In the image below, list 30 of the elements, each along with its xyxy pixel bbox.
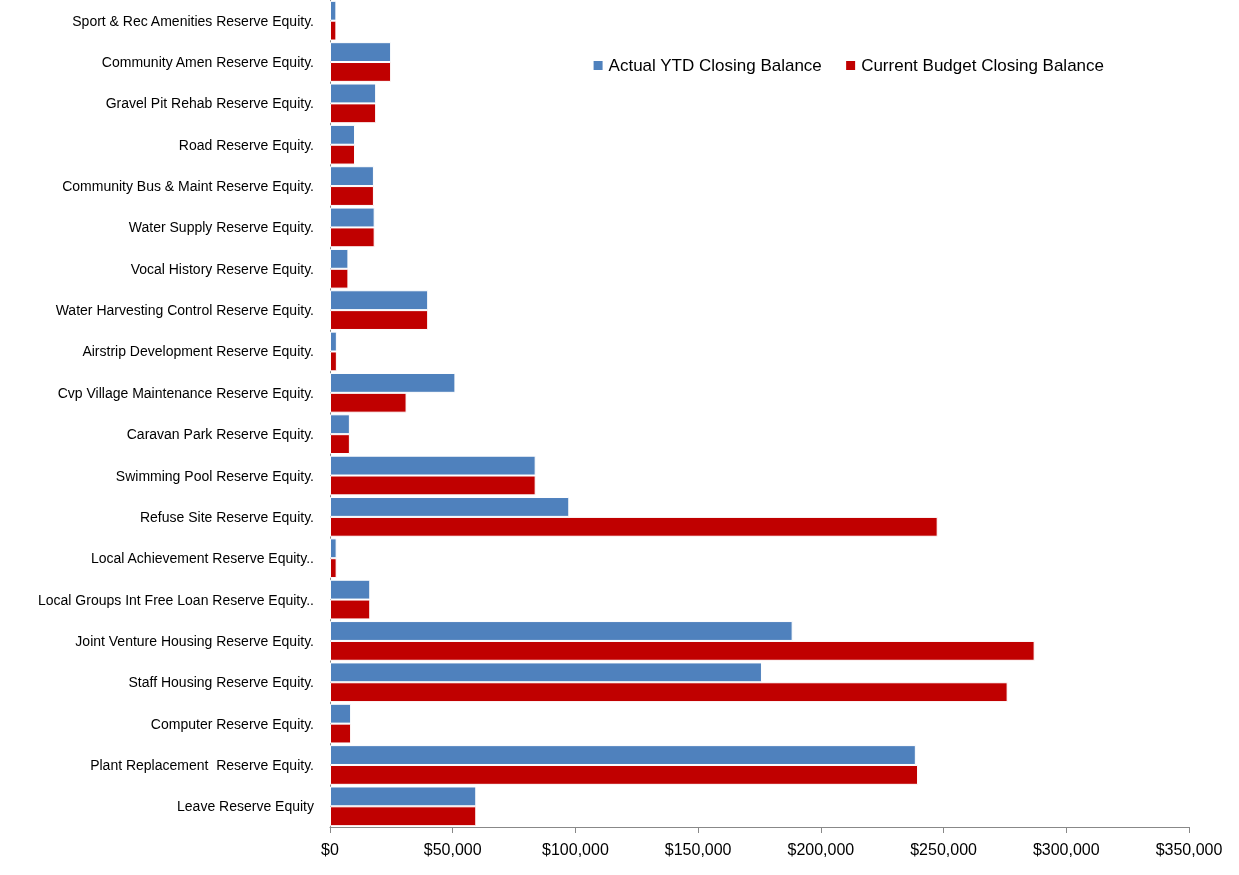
x-tick-label: $100,000 [542, 840, 609, 858]
y-tick-label: Local Groups Int Free Loan Reserve Equity.. [38, 591, 314, 608]
y-tick-label: Refuse Site Reserve Equity. [139, 508, 314, 525]
y-tick-label: Joint Venture Housing Reserve Equity. [75, 632, 314, 649]
y-tick-label: Road Reserve Equity. [178, 136, 314, 153]
y-tick-label: Plant Replacement Reserve Equity. [90, 756, 314, 773]
y-tick-label: Community Bus & Maint Reserve Equity. [62, 178, 314, 195]
y-tick-label: Vocal History Reserve Equity. [130, 260, 314, 277]
legend-label: Actual YTD Closing Balance [608, 56, 822, 75]
x-tick-label: $50,000 [423, 840, 482, 858]
legend-label: Current Budget Closing Balance [861, 56, 1105, 75]
x-tick-label: $250,000 [910, 840, 978, 858]
x-tick-label: $150,000 [664, 840, 732, 858]
y-tick-label: Water Harvesting Control Reserve Equity. [55, 302, 314, 319]
y-tick-label: Caravan Park Reserve Equity. [126, 426, 314, 443]
y-tick-label: Airstrip Development Reserve Equity. [82, 343, 314, 360]
x-tick-label: $300,000 [1032, 840, 1100, 858]
y-tick-label: Community Amen Reserve Equity. [101, 54, 314, 71]
y-tick-label: Local Achievement Reserve Equity.. [90, 550, 314, 567]
y-tick-label: Computer Reserve Equity. [150, 715, 314, 732]
y-tick-label: Sport & Rec Amenities Reserve Equity. [72, 12, 314, 29]
x-tick-label: $200,000 [787, 840, 855, 858]
y-tick-label: Leave Reserve Equity [177, 798, 314, 815]
y-tick-label: Swimming Pool Reserve Equity. [115, 467, 314, 484]
x-tick-label: $350,000 [1155, 840, 1223, 858]
y-tick-label: Staff Housing Reserve Equity. [128, 674, 314, 691]
x-tick-label: $0 [321, 840, 339, 858]
y-tick-label: Gravel Pit Rehab Reserve Equity. [105, 95, 314, 112]
y-tick-label: Water Supply Reserve Equity. [128, 219, 314, 236]
y-tick-label: Cvp Village Maintenance Reserve Equity. [57, 384, 314, 401]
